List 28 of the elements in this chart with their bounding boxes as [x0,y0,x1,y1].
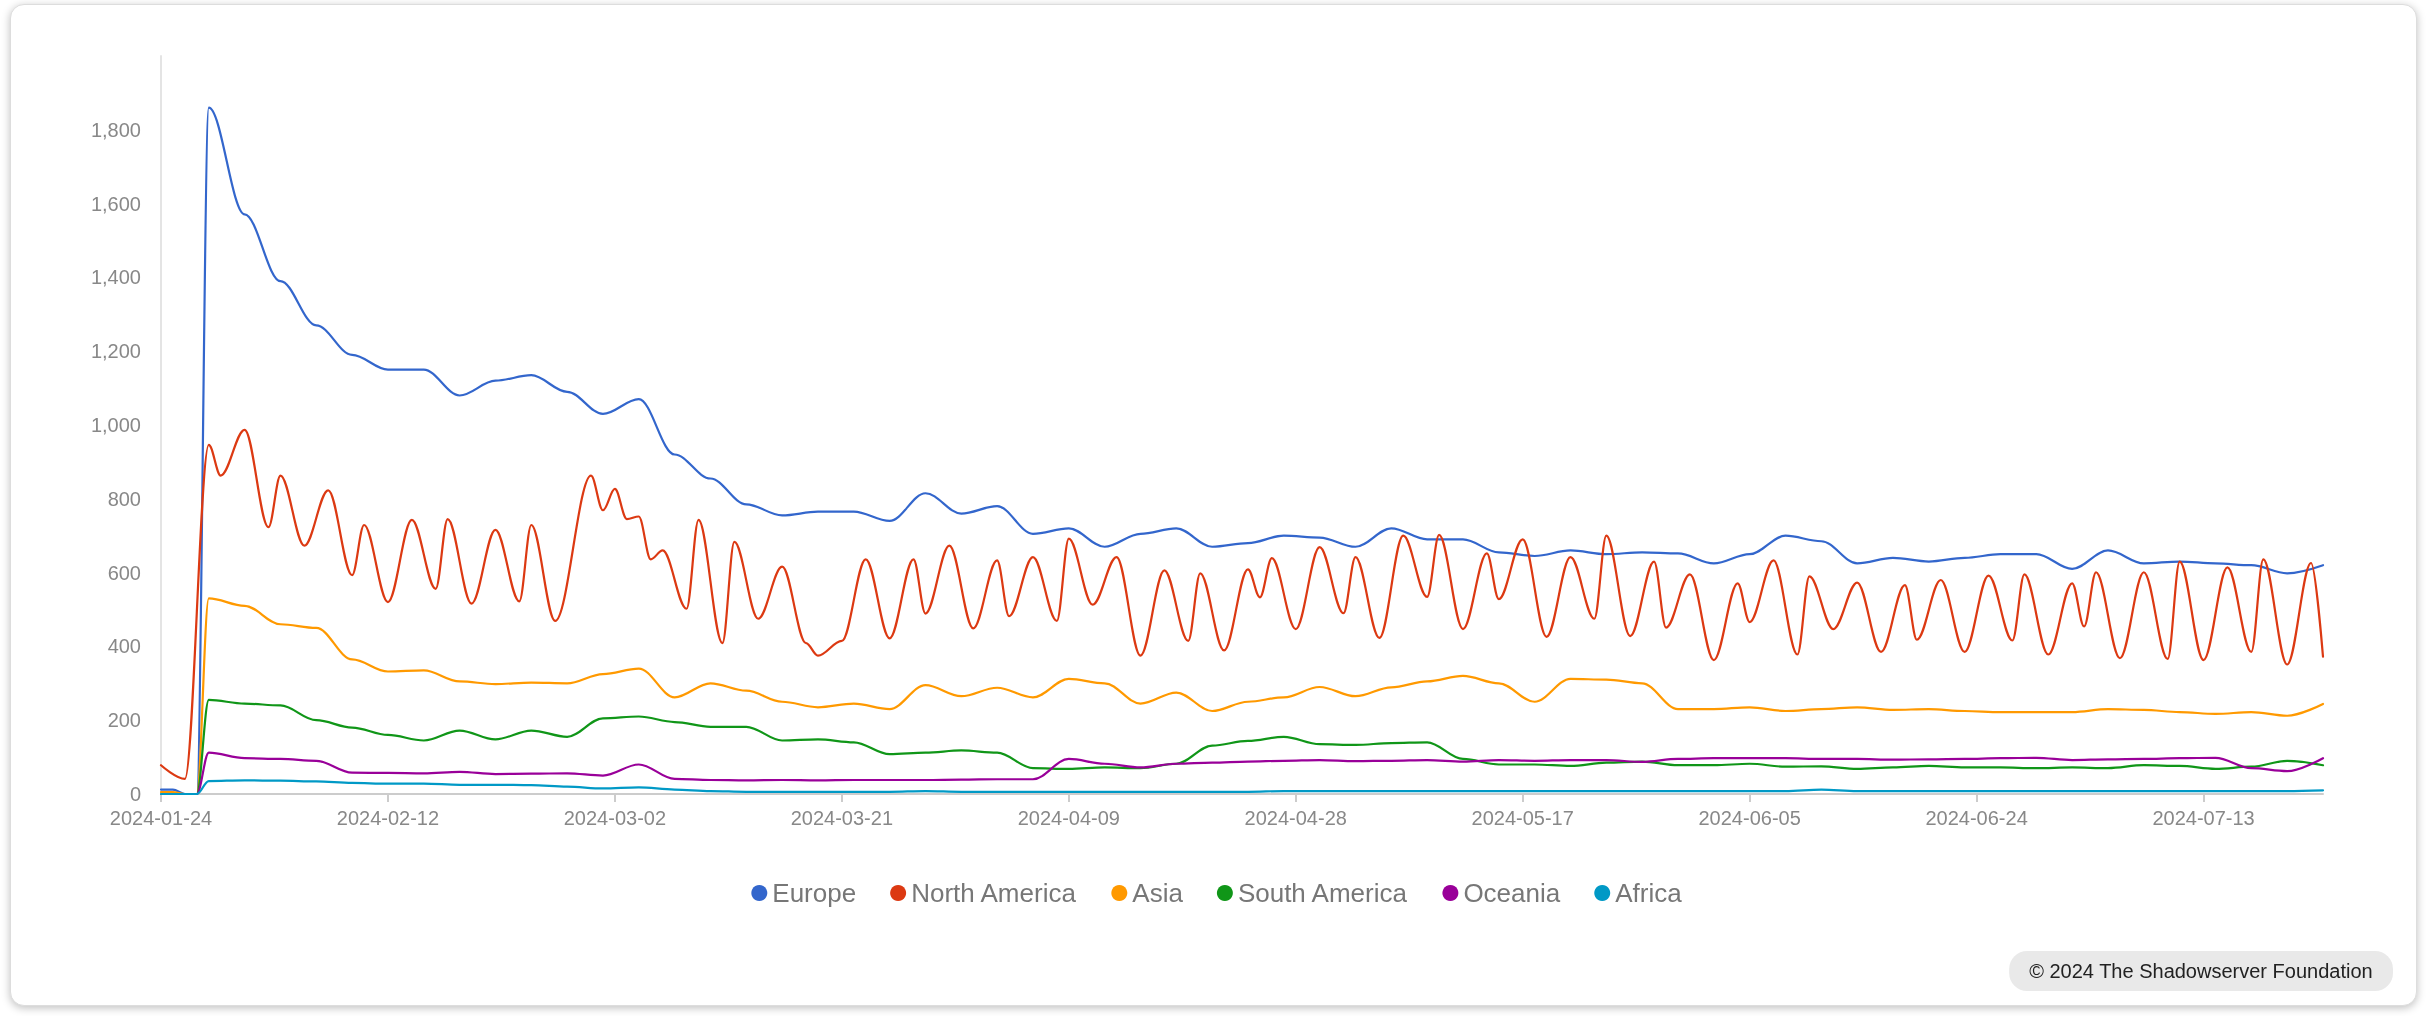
legend-label: Europe [772,878,857,908]
x-tick-label: 2024-05-17 [1471,807,1574,829]
y-tick-label: 600 [107,561,141,584]
text: © 2024 The Shadowserver Foundation [2029,960,2373,982]
y-tick-label: 1,800 [90,118,141,141]
legend-label: North America [911,878,1077,908]
legend-label: Oceania [1463,878,1561,908]
x-tick-label: 2024-03-21 [790,807,894,829]
x-tick-label: 2024-04-09 [1017,807,1120,829]
y-tick-label: 1,600 [90,192,141,215]
y-tick-label: 1,400 [90,266,141,289]
x-tick-label: 2024-01-24 [109,807,213,829]
x-tick-label: 2024-02-12 [336,807,440,829]
y-tick-label: 200 [107,709,141,732]
y-tick-label: 1,200 [90,340,141,363]
x-tick-label: 2024-06-24 [1925,807,2028,829]
line-series [159,428,2325,780]
y-tick-label: 0 [129,783,141,805]
y-tick-label: 800 [107,487,141,510]
y-tick-label: 1,000 [90,414,141,436]
x-tick-label: 2024-03-02 [563,807,667,829]
legend-label: Africa [1615,878,1683,908]
x-tick-label: 2024-06-05 [1698,807,1801,829]
legend-label: South America [1237,878,1408,908]
y-tick-label: 400 [107,635,141,658]
legend-label: Asia [1132,878,1184,908]
x-tick-label: 2024-04-28 [1244,807,1347,829]
x-tick-label: 2024-07-13 [2152,807,2255,829]
